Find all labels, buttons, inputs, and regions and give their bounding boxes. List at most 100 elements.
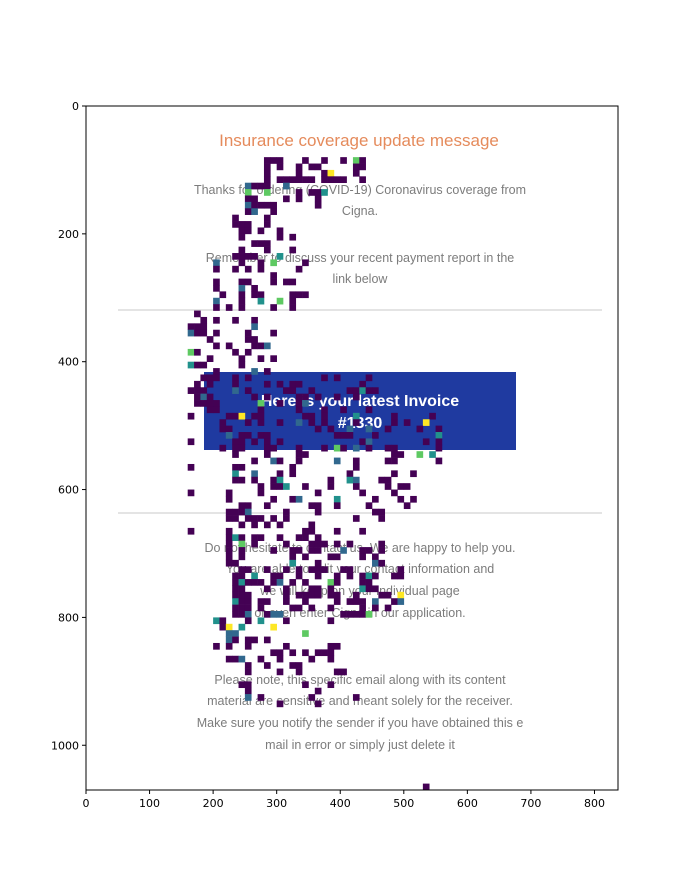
overlay-cell — [321, 374, 328, 382]
overlay-cell — [289, 662, 297, 669]
overlay-cell — [321, 169, 328, 177]
overlay-cell — [365, 387, 373, 394]
overlay-cell — [200, 400, 208, 407]
overlay-cell — [238, 463, 246, 471]
overlay-cell — [302, 451, 309, 458]
overlay-cell — [314, 687, 322, 695]
overlay-cell — [314, 547, 322, 554]
overlay-cell — [359, 585, 366, 593]
overlay-cell — [378, 476, 386, 484]
overlay-cell — [327, 169, 335, 177]
email-paragraph1-line2: Cigna. — [342, 204, 378, 218]
overlay-cell — [302, 483, 309, 490]
overlay-cell — [359, 387, 366, 394]
overlay-cell — [378, 540, 386, 548]
overlay-cell — [372, 585, 379, 593]
overlay-cell — [187, 438, 195, 446]
overlay-cell — [238, 572, 246, 580]
overlay-cell — [238, 547, 246, 554]
overlay-cell — [346, 572, 354, 580]
overlay-cell — [194, 380, 201, 388]
overlay-cell — [238, 553, 246, 561]
overlay-cell — [194, 361, 201, 369]
overlay-cell — [283, 585, 290, 593]
overlay-cell — [327, 655, 335, 663]
overlay-cell — [391, 419, 398, 426]
overlay-cell — [251, 457, 258, 465]
overlay-cell — [257, 412, 265, 420]
overlay-cell — [346, 566, 354, 573]
overlay-cell — [251, 342, 258, 350]
overlay-cell — [238, 579, 246, 586]
overlay-cell — [257, 182, 265, 190]
overlay-cell — [346, 611, 354, 618]
overlay-cell — [213, 374, 220, 382]
overlay-cell — [244, 265, 252, 273]
overlay-cell — [238, 246, 246, 254]
overlay-cell — [295, 163, 303, 171]
overlay-cell — [378, 591, 386, 599]
overlay-cell — [295, 195, 303, 203]
overlay-cell — [213, 304, 220, 311]
overlay-cell — [295, 547, 303, 554]
overlay-cell — [346, 598, 354, 605]
overlay-cell — [340, 432, 347, 439]
overlay-cell — [225, 636, 233, 644]
overlay-cell — [232, 444, 239, 452]
overlay-cell — [232, 221, 239, 228]
overlay-cell — [244, 336, 252, 343]
overlay-cell — [276, 176, 284, 184]
overlay-cell — [359, 527, 366, 535]
overlay-cell — [232, 572, 239, 580]
overlay-cell — [257, 489, 265, 497]
overlay-cell — [257, 291, 265, 299]
overlay-cell — [302, 400, 309, 407]
overlay-cell — [295, 451, 303, 458]
overlay-cell — [352, 611, 360, 618]
overlay-cell — [263, 342, 271, 350]
overlay-cell — [403, 502, 411, 510]
y-axis: 0 200 400 600 800 1000 — [51, 100, 86, 752]
overlay-cell — [251, 438, 258, 446]
overlay-cell — [289, 495, 297, 503]
overlay-cell — [314, 189, 322, 196]
y-tick-label: 800 — [58, 611, 79, 624]
overlay-cell — [435, 438, 443, 446]
overlay-cell — [359, 489, 366, 497]
overlay-cell — [295, 176, 303, 184]
overlay-cell — [232, 630, 239, 637]
overlay-cell — [244, 642, 252, 650]
overlay-cell — [194, 400, 201, 407]
overlay-cell — [251, 284, 258, 292]
overlay-cell — [365, 547, 373, 554]
overlay-cell — [283, 483, 290, 490]
overlay-cell — [327, 476, 335, 484]
overlay-cell — [289, 649, 297, 657]
overlay-cell — [251, 182, 258, 190]
overlay-cell — [283, 387, 290, 394]
overlay-cell — [187, 412, 195, 420]
overlay-cell — [219, 617, 227, 625]
overlay-cell — [244, 419, 252, 426]
overlay-cell — [251, 195, 258, 203]
overlay-cell — [263, 214, 271, 222]
overlay-cell — [391, 457, 398, 465]
overlay-cell — [270, 329, 277, 337]
overlay-cell — [232, 265, 239, 273]
overlay-cell — [257, 419, 265, 426]
overlay-cell — [187, 387, 195, 394]
overlay-cell — [359, 157, 366, 164]
overlay-cell — [238, 585, 246, 593]
overlay-cell — [352, 483, 360, 490]
overlay-cell — [302, 553, 309, 561]
heatmap-overlay — [187, 157, 443, 791]
overlay-cell — [194, 329, 201, 337]
overlay-cell — [257, 342, 265, 350]
overlay-cell — [340, 547, 347, 554]
overlay-cell — [238, 227, 246, 235]
overlay-cell — [391, 572, 398, 580]
overlay-cell — [308, 591, 316, 599]
overlay-cell — [244, 636, 252, 644]
overlay-cell — [238, 438, 246, 446]
